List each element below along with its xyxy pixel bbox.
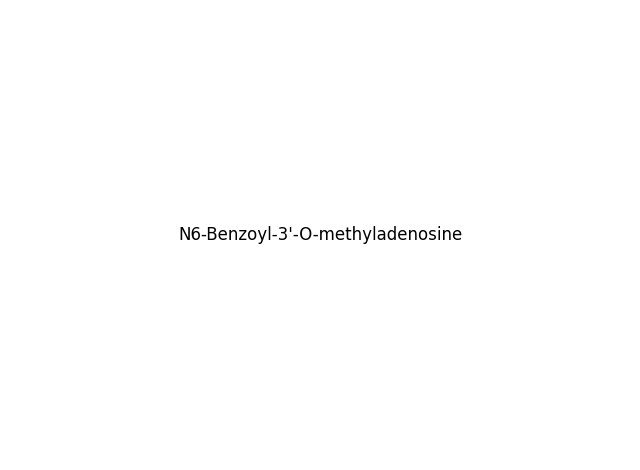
Text: N6-Benzoyl-3'-O-methyladenosine: N6-Benzoyl-3'-O-methyladenosine (178, 226, 462, 244)
